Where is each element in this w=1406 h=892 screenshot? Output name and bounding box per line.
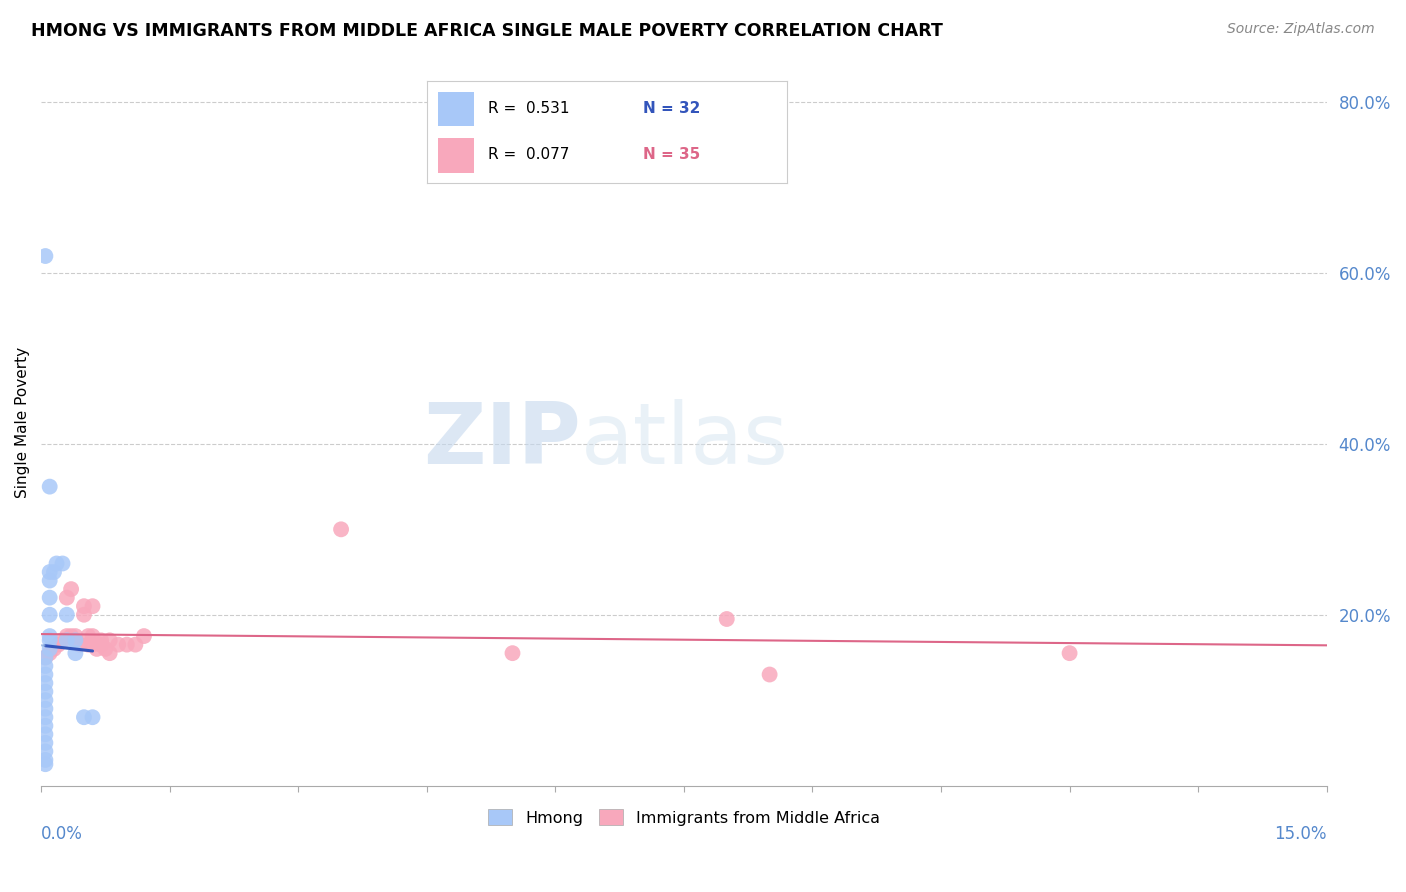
Point bbox=[77, 638, 100, 652]
Point bbox=[502, 646, 524, 660]
Point bbox=[34, 701, 56, 715]
Point bbox=[45, 557, 67, 571]
Point bbox=[65, 633, 87, 648]
Point bbox=[38, 591, 60, 605]
Point bbox=[38, 565, 60, 579]
Point bbox=[124, 638, 146, 652]
Point bbox=[38, 629, 60, 643]
Point bbox=[34, 659, 56, 673]
Point bbox=[90, 638, 112, 652]
Point bbox=[107, 638, 129, 652]
Point bbox=[34, 736, 56, 750]
Point bbox=[60, 629, 83, 643]
Text: 0.0%: 0.0% bbox=[41, 825, 83, 844]
Point bbox=[34, 719, 56, 733]
Point bbox=[34, 710, 56, 724]
Point bbox=[60, 582, 83, 596]
Point bbox=[98, 646, 121, 660]
Point bbox=[34, 249, 56, 263]
Point bbox=[56, 591, 79, 605]
Legend: Hmong, Immigrants from Middle Africa: Hmong, Immigrants from Middle Africa bbox=[482, 803, 886, 832]
Point bbox=[94, 641, 117, 656]
Point bbox=[51, 633, 73, 648]
Point bbox=[34, 684, 56, 698]
Point bbox=[34, 650, 56, 665]
Point bbox=[34, 753, 56, 767]
Text: atlas: atlas bbox=[581, 400, 789, 483]
Point bbox=[77, 629, 100, 643]
Point bbox=[90, 633, 112, 648]
Point bbox=[34, 667, 56, 681]
Point bbox=[56, 633, 79, 648]
Point bbox=[758, 667, 780, 681]
Point bbox=[34, 757, 56, 772]
Point bbox=[38, 574, 60, 588]
Point bbox=[34, 693, 56, 707]
Point bbox=[73, 710, 96, 724]
Point bbox=[65, 646, 87, 660]
Point bbox=[38, 633, 60, 648]
Point bbox=[82, 629, 104, 643]
Point bbox=[56, 629, 79, 643]
Point bbox=[82, 710, 104, 724]
Point bbox=[38, 646, 60, 660]
Point bbox=[42, 641, 65, 656]
Point bbox=[98, 633, 121, 648]
Point bbox=[716, 612, 738, 626]
Point bbox=[73, 599, 96, 614]
Point bbox=[330, 522, 353, 536]
Text: 15.0%: 15.0% bbox=[1274, 825, 1327, 844]
Text: HMONG VS IMMIGRANTS FROM MIDDLE AFRICA SINGLE MALE POVERTY CORRELATION CHART: HMONG VS IMMIGRANTS FROM MIDDLE AFRICA S… bbox=[31, 22, 943, 40]
Point bbox=[69, 638, 91, 652]
Point bbox=[65, 633, 87, 648]
Y-axis label: Single Male Poverty: Single Male Poverty bbox=[15, 347, 30, 498]
Point bbox=[56, 607, 79, 622]
Point bbox=[65, 629, 87, 643]
Point bbox=[51, 557, 73, 571]
Point bbox=[38, 641, 60, 656]
Point bbox=[86, 641, 108, 656]
Point bbox=[34, 727, 56, 741]
Point bbox=[38, 607, 60, 622]
Text: Source: ZipAtlas.com: Source: ZipAtlas.com bbox=[1227, 22, 1375, 37]
Point bbox=[82, 599, 104, 614]
Point bbox=[73, 607, 96, 622]
Text: ZIP: ZIP bbox=[423, 400, 581, 483]
Point bbox=[42, 565, 65, 579]
Point bbox=[90, 638, 112, 652]
Point bbox=[46, 638, 69, 652]
Point bbox=[38, 480, 60, 494]
Point bbox=[82, 638, 104, 652]
Point bbox=[115, 638, 138, 652]
Point bbox=[132, 629, 155, 643]
Point bbox=[34, 650, 56, 665]
Point bbox=[34, 744, 56, 758]
Point bbox=[1059, 646, 1081, 660]
Point bbox=[34, 676, 56, 690]
